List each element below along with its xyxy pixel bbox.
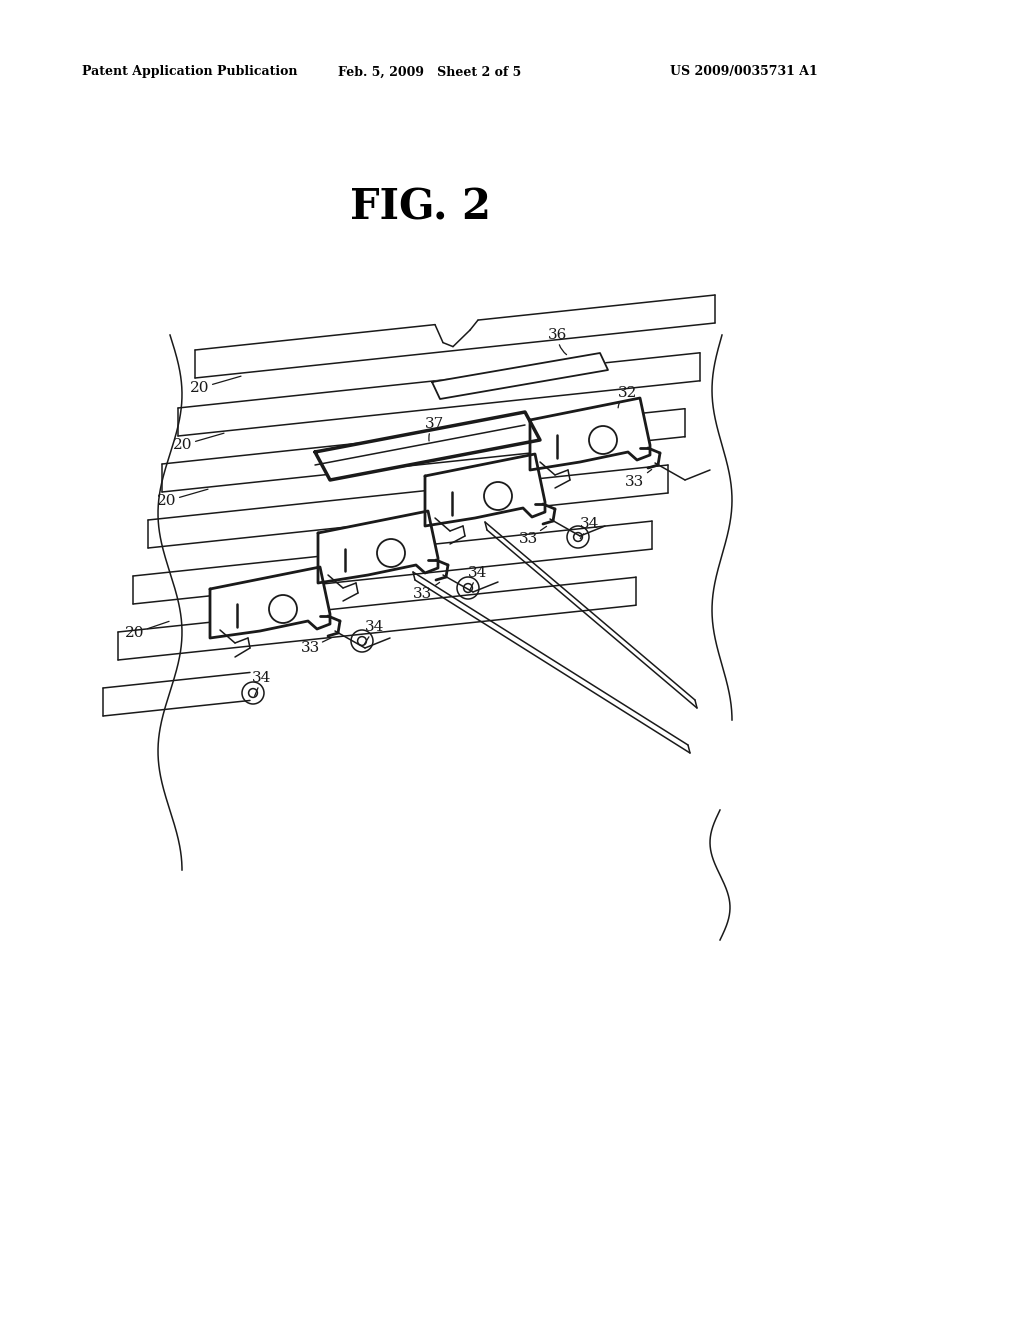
Text: 33: 33: [300, 638, 331, 655]
Text: 34: 34: [468, 566, 487, 590]
Text: 33: 33: [414, 582, 439, 601]
Text: 32: 32: [618, 385, 638, 408]
Text: 37: 37: [425, 417, 444, 441]
Polygon shape: [210, 568, 330, 638]
Text: 34: 34: [365, 620, 385, 644]
Text: 33: 33: [518, 527, 547, 546]
Text: 36: 36: [548, 327, 567, 355]
Text: Patent Application Publication: Patent Application Publication: [82, 66, 298, 78]
Text: 20: 20: [173, 433, 224, 451]
Polygon shape: [530, 399, 650, 470]
Text: Feb. 5, 2009   Sheet 2 of 5: Feb. 5, 2009 Sheet 2 of 5: [338, 66, 521, 78]
Text: 34: 34: [252, 671, 271, 696]
Text: 34: 34: [581, 517, 600, 539]
Text: 20: 20: [125, 622, 169, 640]
Text: 20: 20: [190, 376, 241, 395]
Text: 33: 33: [626, 470, 651, 488]
Text: US 2009/0035731 A1: US 2009/0035731 A1: [670, 66, 818, 78]
Polygon shape: [315, 412, 540, 480]
Text: 20: 20: [158, 490, 208, 508]
Polygon shape: [318, 511, 438, 583]
Polygon shape: [425, 454, 545, 525]
Polygon shape: [432, 352, 608, 399]
Text: FIG. 2: FIG. 2: [349, 186, 490, 228]
